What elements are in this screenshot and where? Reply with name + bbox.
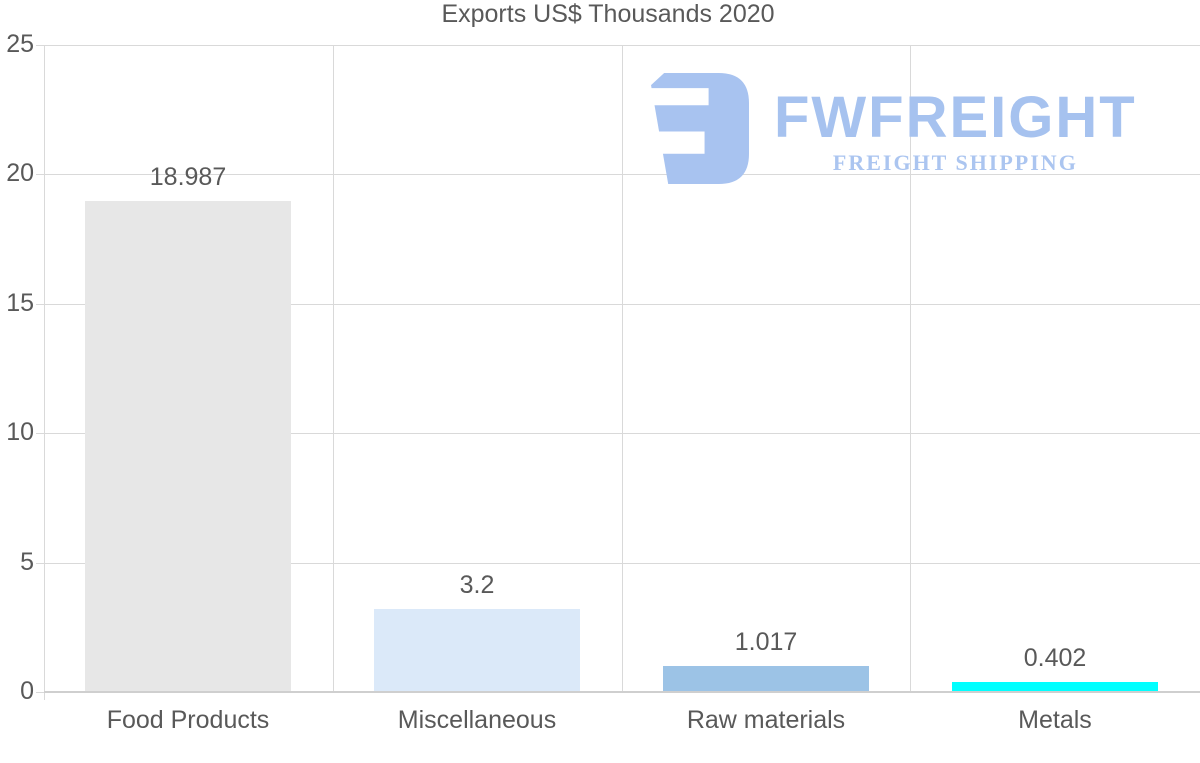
y-axis-tick-label: 10 bbox=[6, 418, 34, 446]
x-axis-line bbox=[44, 691, 1200, 693]
y-axis-tick-label: 0 bbox=[20, 677, 34, 705]
watermark-tagline: FREIGHT SHIPPING bbox=[832, 150, 1078, 175]
bar-value-label: 18.987 bbox=[149, 163, 227, 191]
watermark: FWFREIGHT FREIGHT SHIPPING bbox=[648, 73, 1168, 188]
bar-raw-materials bbox=[663, 666, 869, 692]
y-axis-tick bbox=[36, 45, 44, 46]
y-axis-tick bbox=[36, 692, 44, 693]
y-axis-tick-label: 15 bbox=[6, 289, 34, 317]
bar-food-products bbox=[85, 201, 291, 692]
bar-value-label: 1.017 bbox=[734, 628, 798, 656]
y-axis-tick-label: 20 bbox=[6, 159, 34, 187]
fwfreight-logo-icon bbox=[648, 73, 749, 184]
y-axis-tick bbox=[36, 433, 44, 434]
watermark-text: FWFREIGHT FREIGHT SHIPPING bbox=[774, 89, 1137, 176]
y-axis-line bbox=[44, 45, 45, 700]
bar-value-label: 0.402 bbox=[1023, 644, 1087, 672]
category-label: Raw materials bbox=[686, 706, 846, 734]
gridline-vertical bbox=[333, 45, 334, 692]
y-axis-tick-label: 25 bbox=[6, 30, 34, 58]
bar-miscellaneous bbox=[374, 609, 580, 692]
category-label: Miscellaneous bbox=[397, 706, 557, 734]
gridline-vertical bbox=[622, 45, 623, 692]
bar-value-label: 3.2 bbox=[459, 571, 495, 599]
y-axis-tick bbox=[36, 563, 44, 564]
y-axis-tick-label: 5 bbox=[20, 548, 34, 576]
watermark-brand: FWFREIGHT bbox=[774, 85, 1137, 150]
category-label: Food Products bbox=[106, 706, 270, 734]
gridline-vertical bbox=[910, 45, 911, 692]
bar-metals bbox=[952, 682, 1158, 692]
chart-title: Exports US$ Thousands 2020 bbox=[441, 0, 775, 28]
category-label: Metals bbox=[1018, 706, 1092, 734]
y-axis-tick bbox=[36, 174, 44, 175]
y-axis-tick bbox=[36, 304, 44, 305]
